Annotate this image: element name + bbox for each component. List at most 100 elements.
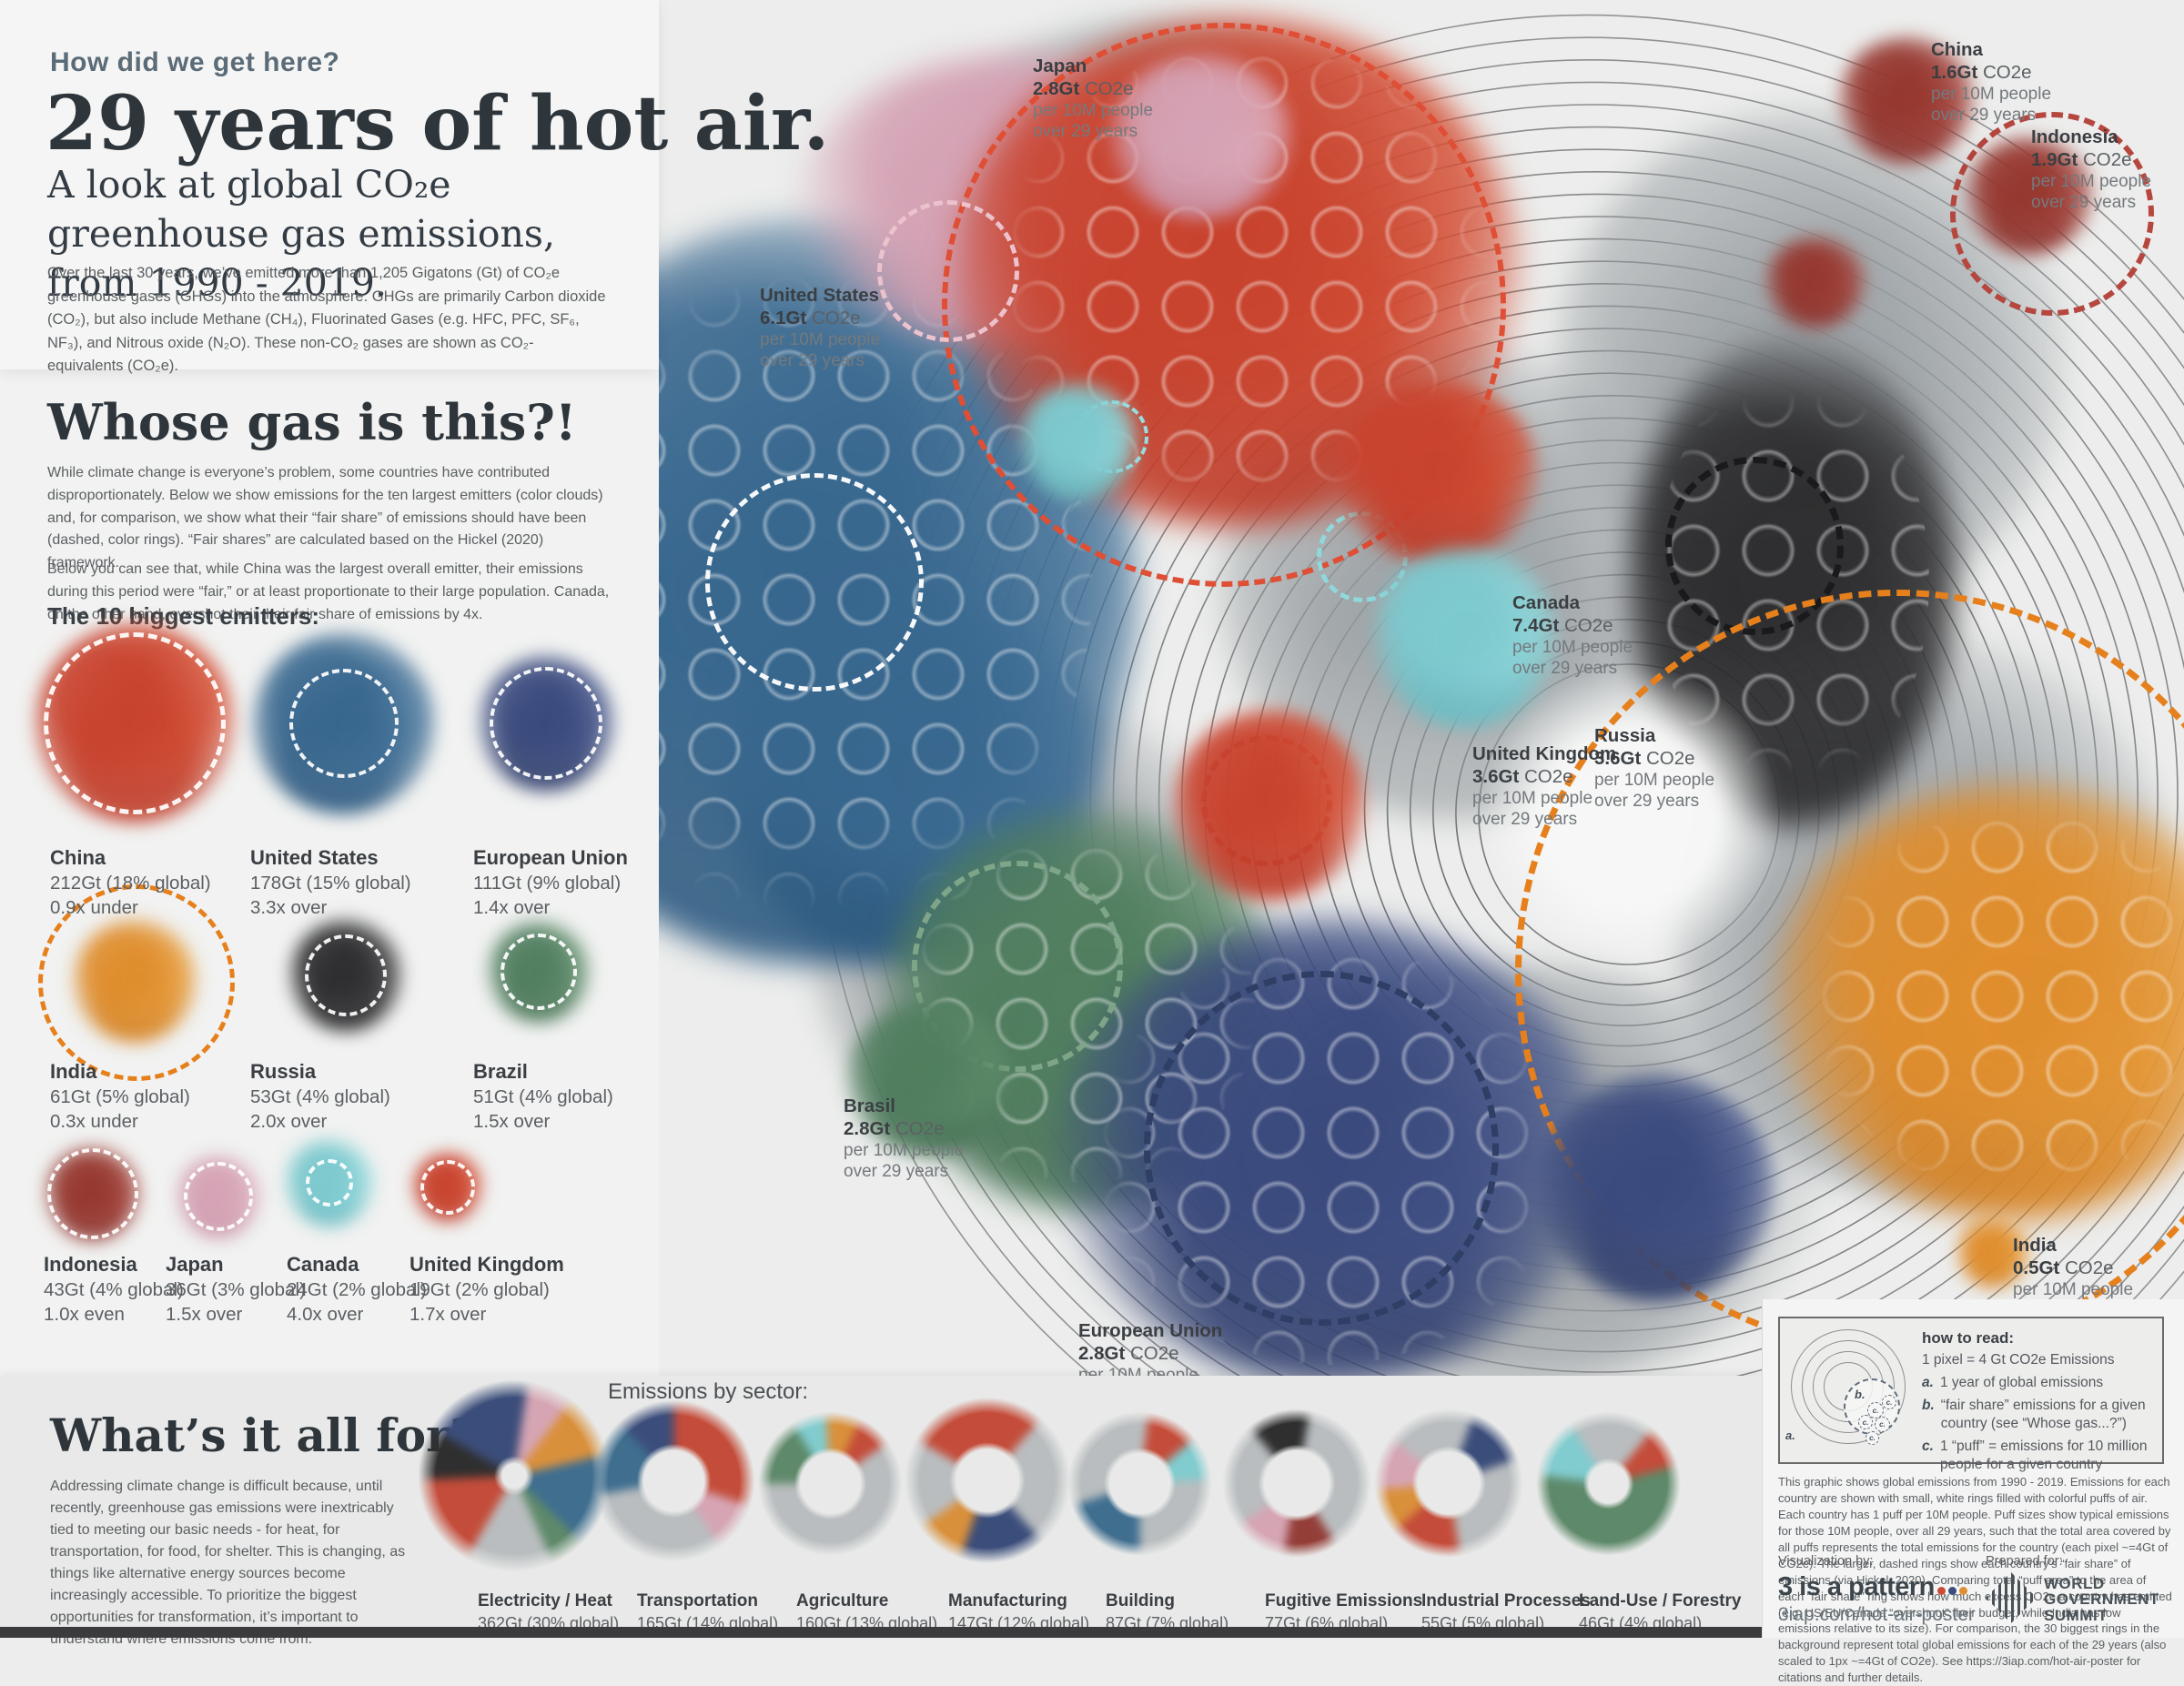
emitter-label-european-union: European Union 111Gt (9% global) 1.4x ov… xyxy=(473,844,628,920)
sector-donut-transportation xyxy=(590,1397,758,1565)
gas-unit: CO2e xyxy=(1130,1343,1179,1364)
map-label-indonesia: Indonesia 1.9Gt CO2e per 10M people over… xyxy=(2031,126,2151,213)
per-line: over 29 years xyxy=(844,1161,964,1182)
emitter-name: United States xyxy=(250,844,411,871)
prepared-for-label: Prepared for: xyxy=(1986,1554,2159,1569)
emitter-label-indonesia: Indonesia 43Gt (4% global) 1.0x even xyxy=(44,1251,184,1327)
how-to-read-title: how to read: xyxy=(1922,1329,2149,1348)
per-line: over 29 years xyxy=(760,350,880,371)
indonesia-cloud-3 xyxy=(1765,237,1866,328)
poster: United States 6.1Gt CO2e per 10M people … xyxy=(0,0,2184,1638)
map-label-russia: Russia 3.6Gt CO2e per 10M people over 29… xyxy=(1594,724,1714,812)
per-line: over 29 years xyxy=(1512,658,1633,679)
per-line: over 29 years xyxy=(1931,105,2051,126)
gas-unit: CO2e xyxy=(2083,149,2132,170)
emitter-ratio: 1.5x over xyxy=(473,1109,613,1134)
emitter-total: 51Gt (4% global) xyxy=(473,1085,613,1109)
indonesia-emitter-ring xyxy=(47,1148,138,1239)
canada-emitter-ring xyxy=(306,1159,353,1206)
diagram-puff: c. xyxy=(1866,1431,1879,1445)
sector-name: Industrial Processes xyxy=(1421,1590,1591,1613)
sector-heading: Emissions by sector: xyxy=(608,1379,808,1405)
diagram-b-label: b. xyxy=(1855,1388,1866,1401)
gas-unit: CO2e xyxy=(2065,1257,2114,1278)
map-label-united-states: United States 6.1Gt CO2e per 10M people … xyxy=(760,284,880,371)
european-union-emitter-ring xyxy=(490,667,602,780)
threeiap-url[interactable]: 3iap.com/hot-air-poster xyxy=(1778,1604,1986,1626)
country-name: United States xyxy=(760,284,880,307)
poster-title: 29 years of hot air. xyxy=(46,80,829,167)
world-government-summit-logo-icon xyxy=(1986,1572,2037,1623)
intro-paragraph: Over the last 30 years, we’ve emitted mo… xyxy=(47,262,607,379)
united-kingdom-cloud xyxy=(1174,710,1365,901)
country-value: 3.6Gt xyxy=(1594,748,1641,769)
sector-name: Manufacturing xyxy=(948,1590,1089,1613)
how-to-read-item-b: b.“fair share” emissions for a given cou… xyxy=(1922,1397,2149,1432)
china-emitter-ring xyxy=(44,632,226,814)
gas-unit: CO2e xyxy=(1646,748,1695,769)
china-cloud-2 xyxy=(1338,382,1538,564)
how-to-read-item-a: a.1 year of global emissions xyxy=(1922,1374,2149,1391)
global-emissions-ring-chart xyxy=(419,0,2184,1383)
emitter-name: United Kingdom xyxy=(410,1251,564,1277)
emitter-ratio: 2.0x over xyxy=(250,1109,390,1134)
sector-name: Land-Use / Forestry xyxy=(1579,1590,1741,1613)
brazil-emitter-ring xyxy=(500,934,577,1010)
diagram-puff: c. xyxy=(1882,1395,1896,1409)
whats-it-for-paragraph: Addressing climate change is difficult b… xyxy=(50,1476,407,1651)
emitter-ratio: 3.3x over xyxy=(250,895,411,920)
credits: Visualization by: 3 is a pattern 3iap.co… xyxy=(1778,1554,2175,1626)
sector-donut-fugitive xyxy=(1219,1406,1374,1560)
emitter-ratio: 0.9x under xyxy=(50,895,211,920)
sector-donut-landuse xyxy=(1533,1408,1684,1559)
emitter-label-united-kingdom: United Kingdom 19Gt (2% global) 1.7x ove… xyxy=(410,1251,564,1327)
emitter-total: 178Gt (15% global) xyxy=(250,871,411,895)
emitter-ratio: 1.0x even xyxy=(44,1302,184,1327)
country-name: Canada xyxy=(1512,591,1633,614)
whose-gas-title: Whose gas is this?! xyxy=(47,393,577,451)
prepared-for-credit: Prepared for: WORLD GOVERNMENT SUMMIT xyxy=(1986,1554,2159,1626)
emitter-name: Japan xyxy=(166,1251,306,1277)
gas-unit: CO2e xyxy=(1564,615,1613,636)
emitter-ratio: 1.4x over xyxy=(473,895,628,920)
per-line: per 10M people xyxy=(1594,770,1714,791)
world-government-summit-wordmark: WORLD GOVERNMENT SUMMIT xyxy=(2044,1572,2159,1623)
how-to-read-box: b. c. c. c. c. c. a. how to read: 1 pixe… xyxy=(1778,1317,2164,1464)
gas-unit: CO2e xyxy=(895,1118,945,1139)
bottom-dark-bar xyxy=(0,1627,1762,1638)
emitter-total: 24Gt (2% global) xyxy=(287,1277,427,1302)
per-line: per 10M people xyxy=(2031,171,2151,192)
whats-it-for-title: What’s it all for? xyxy=(50,1408,477,1462)
map-label-china: China 1.6Gt CO2e per 10M people over 29 … xyxy=(1931,38,2051,126)
gas-unit: CO2e xyxy=(812,308,861,328)
country-name: India xyxy=(2013,1234,2133,1257)
per-line: per 10M people xyxy=(1033,100,1153,121)
how-to-read-legend: how to read: 1 pixel = 4 Gt CO2e Emissio… xyxy=(1916,1318,2162,1462)
emitter-name: China xyxy=(50,844,211,871)
per-line: over 29 years xyxy=(2031,192,2151,213)
gas-unit: CO2e xyxy=(1524,766,1573,787)
japan-fair-share-ring xyxy=(877,200,1019,342)
emitter-name: Canada xyxy=(287,1251,427,1277)
country-value: 2.8Gt xyxy=(1033,78,1079,99)
threeiap-dots-icon xyxy=(1935,1583,1967,1599)
how-to-read-item-c: c.1 “puff” = emissions for 10 million pe… xyxy=(1922,1438,2149,1473)
emitter-label-united-states: United States 178Gt (15% global) 3.3x ov… xyxy=(250,844,411,920)
united-states-fair-share-ring xyxy=(705,473,924,692)
country-name: Russia xyxy=(1594,724,1714,747)
japan-emitter-ring xyxy=(184,1162,253,1231)
country-value: 0.5Gt xyxy=(2013,1257,2059,1278)
per-line: over 29 years xyxy=(1594,791,1714,812)
diagram-puff: c. xyxy=(1858,1415,1873,1429)
sector-donut-industrial xyxy=(1371,1406,1526,1560)
emitter-total: 19Gt (2% global) xyxy=(410,1277,564,1302)
country-name: Japan xyxy=(1033,55,1153,77)
sector-donut-building xyxy=(901,1394,1074,1567)
emitter-total: 61Gt (5% global) xyxy=(50,1085,190,1109)
visualization-by-label: Visualization by: xyxy=(1778,1554,1986,1569)
gas-unit: CO2e xyxy=(1983,62,2032,83)
emitter-name: Russia xyxy=(250,1058,390,1085)
gas-unit: CO2e xyxy=(1085,78,1134,99)
sector-donut-electricity-heat xyxy=(414,1376,614,1576)
country-name: Indonesia xyxy=(2031,126,2151,148)
